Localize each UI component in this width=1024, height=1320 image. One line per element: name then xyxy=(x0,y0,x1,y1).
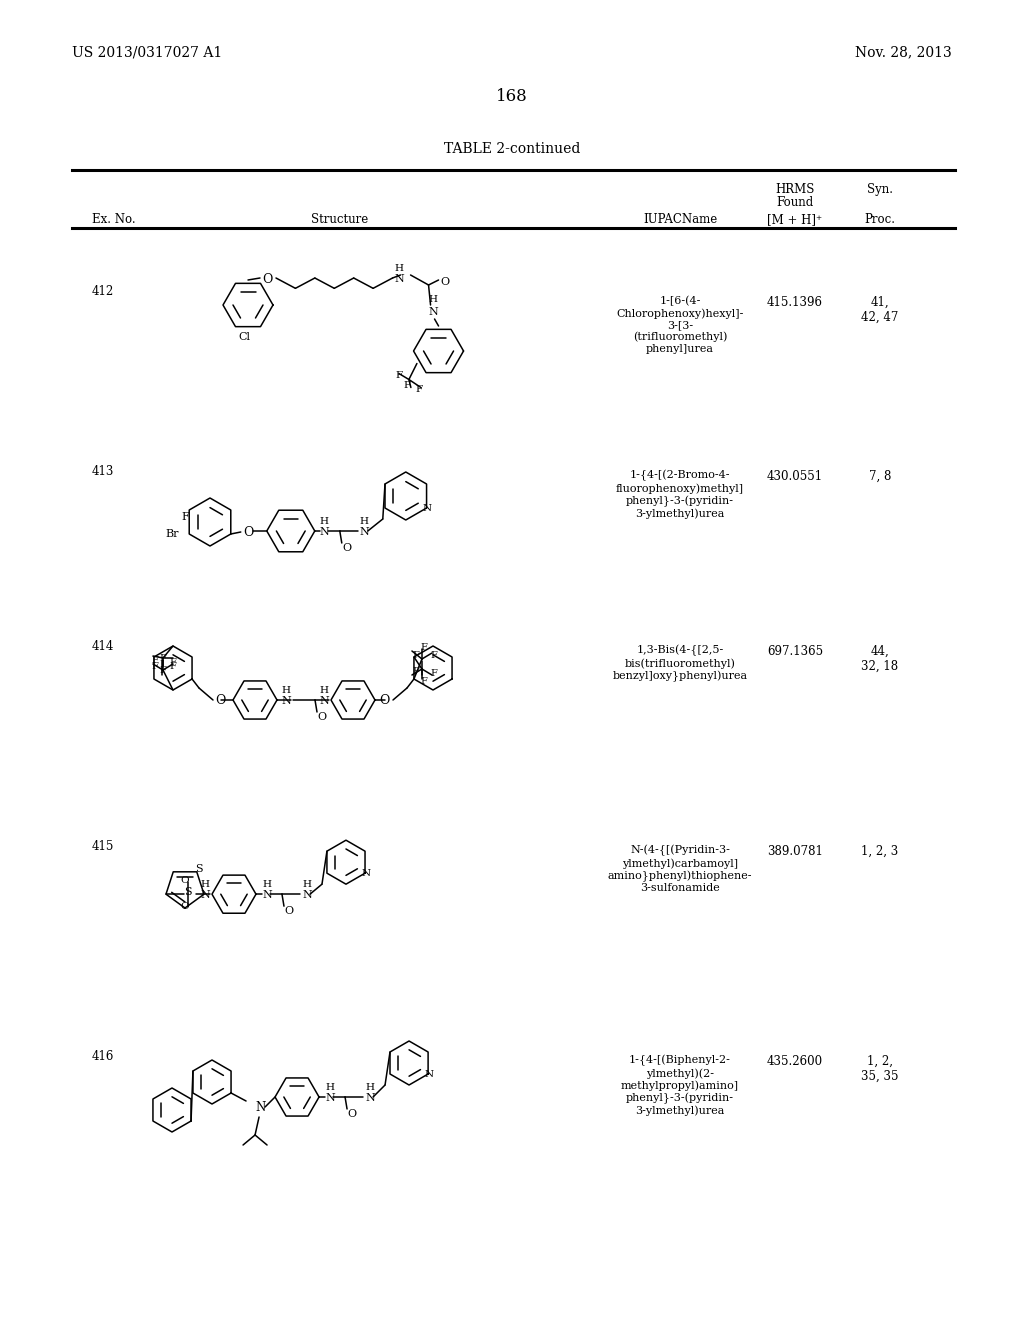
Text: 412: 412 xyxy=(92,285,115,298)
Text: O: O xyxy=(343,543,352,553)
Text: O: O xyxy=(243,525,253,539)
Text: O: O xyxy=(284,907,293,916)
Text: Br: Br xyxy=(166,529,179,539)
Text: F: F xyxy=(430,669,437,678)
Text: F: F xyxy=(420,643,427,652)
Text: Cl: Cl xyxy=(238,333,250,342)
Text: H: H xyxy=(394,264,403,273)
Text: 414: 414 xyxy=(92,640,115,653)
Text: F: F xyxy=(169,663,176,671)
Text: H: H xyxy=(200,880,209,890)
Text: HRMS: HRMS xyxy=(775,183,815,195)
Text: O: O xyxy=(379,694,389,708)
Text: N: N xyxy=(319,527,330,537)
Text: S: S xyxy=(184,887,191,898)
Text: Ex. No.: Ex. No. xyxy=(92,213,135,226)
Text: H: H xyxy=(319,686,328,696)
Text: Structure: Structure xyxy=(311,213,369,226)
Text: 435.2600: 435.2600 xyxy=(767,1055,823,1068)
Text: 697.1365: 697.1365 xyxy=(767,645,823,657)
Text: F: F xyxy=(159,667,166,675)
Text: O: O xyxy=(440,277,450,286)
Text: F: F xyxy=(395,371,402,380)
Text: N: N xyxy=(281,696,291,706)
Text: N: N xyxy=(424,1071,433,1078)
Text: N: N xyxy=(429,308,438,317)
Text: O: O xyxy=(262,273,272,286)
Text: 415.1396: 415.1396 xyxy=(767,296,823,309)
Text: F: F xyxy=(151,656,158,665)
Text: N: N xyxy=(200,890,210,900)
Text: F: F xyxy=(169,657,176,667)
Text: [M + H]⁺: [M + H]⁺ xyxy=(767,213,822,226)
Text: O: O xyxy=(180,876,188,886)
Text: 1, 2,
35, 35: 1, 2, 35, 35 xyxy=(861,1055,899,1082)
Text: O: O xyxy=(317,711,326,722)
Text: 44,
32, 18: 44, 32, 18 xyxy=(861,645,899,673)
Text: N: N xyxy=(359,527,370,537)
Text: H: H xyxy=(365,1082,374,1092)
Text: 1-{4-[(2-Bromo-4-
fluorophenoxy)methyl]
phenyl}-3-(pyridin-
3-ylmethyl)urea: 1-{4-[(2-Bromo-4- fluorophenoxy)methyl] … xyxy=(616,470,744,519)
Text: N: N xyxy=(325,1093,335,1104)
Text: 7, 8: 7, 8 xyxy=(868,470,891,483)
Text: N: N xyxy=(302,890,311,900)
Text: F: F xyxy=(412,651,419,660)
Text: 168: 168 xyxy=(496,88,528,106)
Text: F: F xyxy=(416,385,423,395)
Text: 41,
42, 47: 41, 42, 47 xyxy=(861,296,899,323)
Text: O: O xyxy=(215,694,225,708)
Text: Proc.: Proc. xyxy=(864,213,896,226)
Text: 430.0551: 430.0551 xyxy=(767,470,823,483)
Text: N: N xyxy=(394,275,404,284)
Text: H: H xyxy=(359,517,369,525)
Text: H: H xyxy=(319,517,329,525)
Text: 1-[6-(4-
Chlorophenoxy)hexyl]-
3-[3-
(trifluoromethyl)
phenyl]urea: 1-[6-(4- Chlorophenoxy)hexyl]- 3-[3- (tr… xyxy=(616,296,743,354)
Text: 389.0781: 389.0781 xyxy=(767,845,823,858)
Text: H: H xyxy=(429,294,437,304)
Text: 413: 413 xyxy=(92,465,115,478)
Text: H: H xyxy=(302,880,311,890)
Text: TABLE 2-continued: TABLE 2-continued xyxy=(443,143,581,156)
Text: Nov. 28, 2013: Nov. 28, 2013 xyxy=(855,45,952,59)
Text: N: N xyxy=(255,1101,265,1114)
Text: Syn.: Syn. xyxy=(867,183,893,195)
Text: N: N xyxy=(365,1093,375,1104)
Text: H: H xyxy=(281,686,290,696)
Text: O: O xyxy=(347,1109,356,1119)
Text: IUPACName: IUPACName xyxy=(643,213,717,226)
Text: 415: 415 xyxy=(92,840,115,853)
Text: 1, 2, 3: 1, 2, 3 xyxy=(861,845,899,858)
Text: Found: Found xyxy=(776,195,814,209)
Text: 1-{4-[(Biphenyl-2-
ylmethyl)(2-
methylpropyl)amino]
phenyl}-3-(pyridin-
3-ylmeth: 1-{4-[(Biphenyl-2- ylmethyl)(2- methylpr… xyxy=(621,1055,739,1117)
Text: S: S xyxy=(195,863,203,874)
Text: 1,3-Bis(4-{[2,5-
bis(trifluoromethyl)
benzyl]oxy}phenyl)urea: 1,3-Bis(4-{[2,5- bis(trifluoromethyl) be… xyxy=(612,645,748,681)
Text: N: N xyxy=(361,869,371,878)
Text: F: F xyxy=(181,512,189,521)
Text: H: H xyxy=(262,880,271,890)
Text: N: N xyxy=(423,504,432,513)
Text: O: O xyxy=(180,902,188,911)
Text: N: N xyxy=(319,696,329,706)
Text: N-(4-{[(Pyridin-3-
ylmethyl)carbamoyl]
amino}phenyl)thiophene-
3-sulfonamide: N-(4-{[(Pyridin-3- ylmethyl)carbamoyl] a… xyxy=(608,845,753,894)
Text: 416: 416 xyxy=(92,1049,115,1063)
Text: N: N xyxy=(262,890,271,900)
Text: F: F xyxy=(403,381,411,391)
Text: F: F xyxy=(151,663,158,671)
Text: F: F xyxy=(430,651,437,660)
Text: F: F xyxy=(159,653,166,663)
Text: F: F xyxy=(412,667,419,676)
Text: US 2013/0317027 A1: US 2013/0317027 A1 xyxy=(72,45,222,59)
Text: F: F xyxy=(420,677,427,686)
Text: H: H xyxy=(325,1082,334,1092)
